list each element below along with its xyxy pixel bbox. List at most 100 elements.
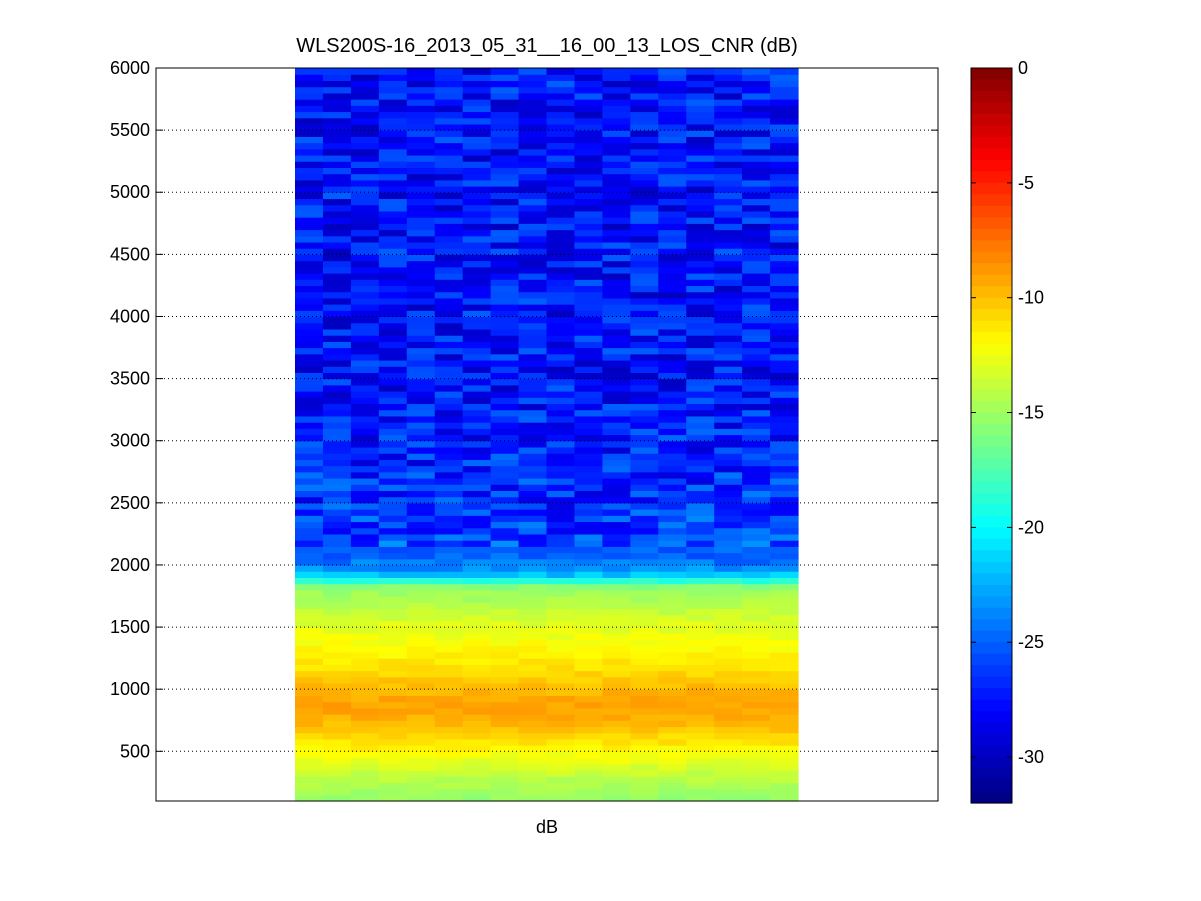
heatmap-cell — [518, 285, 548, 293]
heatmap-cell — [490, 347, 520, 355]
heatmap-cell — [295, 80, 324, 88]
heatmap-cell — [490, 316, 520, 324]
heatmap-cell — [574, 403, 603, 411]
heatmap-cell — [602, 248, 631, 255]
heatmap-cell — [658, 732, 687, 740]
heatmap-cell — [574, 664, 603, 672]
heatmap-cell — [658, 645, 687, 653]
heatmap-cell — [406, 217, 436, 224]
heatmap-cell — [434, 732, 464, 740]
heatmap-cell — [742, 217, 771, 224]
heatmap-cell — [714, 633, 743, 641]
colorbar-swatch — [971, 791, 1012, 804]
heatmap-cell — [546, 558, 576, 566]
heatmap-cell — [714, 111, 743, 119]
heatmap-cell — [490, 254, 520, 262]
heatmap-cell — [714, 123, 743, 131]
heatmap-cell — [546, 620, 576, 628]
heatmap-cell — [630, 304, 659, 311]
heatmap-cell — [658, 689, 687, 696]
heatmap-cell — [714, 173, 743, 181]
heatmap-cell — [574, 515, 603, 523]
heatmap-cell — [350, 745, 380, 752]
heatmap-cell — [658, 434, 687, 442]
heatmap-cell — [546, 477, 576, 485]
heatmap-cell — [378, 794, 408, 802]
heatmap-cell — [714, 540, 743, 547]
heatmap-cell — [686, 179, 715, 187]
heatmap-cell — [350, 161, 380, 168]
colorbar-swatch — [971, 79, 1012, 92]
heatmap-cell — [490, 403, 520, 411]
heatmap-cell — [462, 745, 492, 752]
heatmap-cell — [574, 608, 603, 616]
heatmap-cell — [602, 353, 631, 361]
heatmap-cell — [714, 117, 743, 125]
heatmap-cell — [630, 167, 659, 175]
heatmap-cell — [462, 446, 492, 454]
heatmap-cell — [434, 353, 464, 361]
heatmap-cell — [574, 738, 603, 746]
heatmap-cell — [714, 347, 743, 355]
heatmap-cell — [378, 359, 408, 367]
heatmap-cell — [602, 130, 631, 137]
heatmap-cell — [350, 291, 380, 299]
heatmap-cell — [770, 241, 799, 249]
heatmap-cell — [295, 254, 324, 262]
heatmap-cell — [462, 490, 492, 498]
heatmap-cell — [295, 428, 324, 436]
heatmap-cell — [742, 291, 771, 299]
heatmap-cell — [350, 272, 380, 280]
heatmap-cell — [406, 179, 436, 187]
heatmap-cell — [462, 794, 492, 802]
heatmap-cell — [686, 453, 715, 460]
heatmap-cell — [714, 763, 743, 771]
heatmap-cell — [686, 80, 715, 88]
heatmap-cell — [770, 776, 799, 783]
heatmap-cell — [714, 782, 743, 790]
heatmap-cell — [630, 763, 659, 771]
heatmap-cell — [378, 676, 408, 684]
heatmap-cell — [518, 359, 548, 367]
heatmap-cell — [574, 639, 603, 647]
colorbar-swatch — [971, 469, 1012, 483]
heatmap-cell — [434, 223, 464, 231]
colorbar-swatch — [971, 68, 1012, 81]
heatmap-cell — [378, 279, 408, 287]
heatmap-cell — [630, 409, 659, 417]
heatmap-cell — [462, 552, 492, 560]
heatmap-cell — [490, 707, 520, 715]
heatmap-cell — [350, 117, 380, 125]
heatmap-cell — [630, 596, 659, 603]
heatmap-cell — [658, 235, 687, 243]
heatmap-cell — [350, 726, 380, 734]
heatmap-cell — [295, 397, 324, 405]
heatmap-cell — [546, 359, 576, 367]
heatmap-cell — [770, 546, 799, 554]
heatmap-cell — [574, 86, 603, 94]
heatmap-cell — [574, 210, 603, 218]
heatmap-cell — [714, 571, 743, 578]
heatmap-cell — [770, 223, 799, 231]
heatmap-cell — [434, 714, 464, 721]
heatmap-cell — [742, 428, 771, 436]
heatmap-cell — [295, 217, 324, 224]
heatmap-cell — [406, 186, 436, 193]
heatmap-cell — [490, 714, 520, 721]
heatmap-cell — [630, 484, 659, 491]
heatmap-cell — [546, 148, 576, 156]
heatmap-cell — [630, 477, 659, 485]
heatmap-cell — [742, 123, 771, 131]
heatmap-cell — [406, 533, 436, 541]
heatmap-cell — [490, 322, 520, 330]
heatmap-cell — [295, 117, 324, 125]
heatmap-cell — [546, 68, 576, 75]
heatmap-cell — [742, 260, 771, 268]
heatmap-cell — [686, 726, 715, 734]
heatmap-cell — [295, 223, 324, 231]
heatmap-cell — [406, 707, 436, 715]
heatmap-cell — [295, 434, 324, 442]
heatmap-cell — [462, 328, 492, 336]
heatmap-cell — [434, 322, 464, 330]
colorbar-swatch — [971, 228, 1012, 241]
